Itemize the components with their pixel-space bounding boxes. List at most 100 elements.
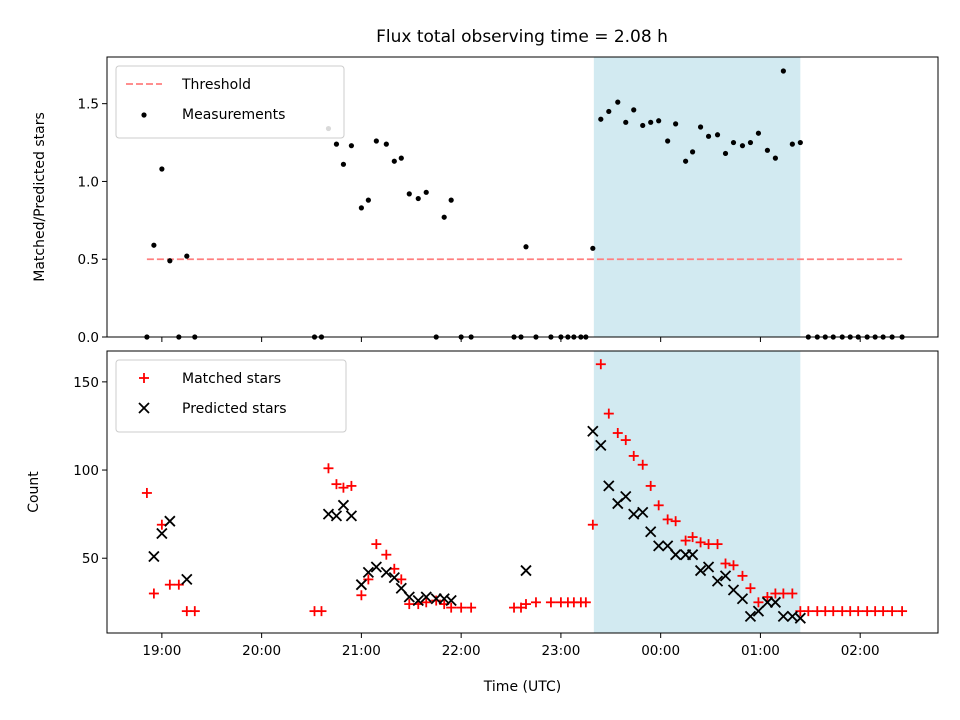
data-point (680, 535, 691, 546)
data-point (640, 122, 646, 129)
y-tick-label: 50 (82, 551, 99, 567)
data-point (803, 606, 814, 617)
legend: Matched stars Predicted stars (115, 359, 347, 433)
axes-frame (106, 56, 939, 338)
data-point (330, 510, 343, 522)
data-point (878, 606, 889, 617)
data-point (683, 158, 689, 164)
chart-title: Flux total observing time = 2.08 h (376, 27, 668, 47)
data-point (189, 606, 200, 617)
data-point (656, 118, 662, 124)
data-point (670, 516, 681, 527)
x-tick-label: 02:00 (841, 643, 880, 659)
data-point (794, 612, 806, 624)
data-point (703, 539, 714, 550)
data-point (728, 560, 739, 571)
data-point (466, 602, 477, 613)
data-point (412, 594, 424, 607)
data-point (612, 428, 623, 439)
legend-marker (141, 112, 147, 118)
data-point (797, 139, 803, 146)
data-point (705, 133, 712, 139)
data-point (362, 566, 375, 578)
y-tick-label: 1.0 (78, 174, 99, 190)
data-point (653, 500, 664, 511)
y-tick-label: 100 (73, 463, 99, 479)
data-point (406, 191, 412, 197)
data-point (828, 606, 839, 617)
data-point (404, 599, 415, 610)
data-point (662, 514, 673, 525)
data-point (753, 597, 764, 608)
data-point (337, 499, 350, 511)
legend-label: Threshold (181, 77, 251, 93)
data-point (752, 605, 765, 617)
data-point (720, 558, 731, 569)
shaded-region (593, 57, 801, 337)
data-point (595, 439, 607, 451)
data-point (456, 602, 467, 613)
top-axes-ratio: 0.0 0.5 1.0 1.5 Matched/Predicted stars Thres… (32, 56, 939, 346)
data-point (648, 119, 654, 125)
x-tick-label: 00:00 (641, 643, 680, 659)
data-point (687, 532, 698, 543)
data-point (606, 108, 612, 115)
series-predicted-stars (148, 425, 806, 624)
x-tick-label: 01:00 (741, 643, 780, 659)
data-point (580, 597, 591, 608)
data-point (356, 590, 367, 601)
data-point (736, 593, 749, 605)
x-tick-label: 20:00 (242, 643, 281, 659)
y-axis-label: Count (26, 471, 42, 513)
data-point (603, 480, 615, 492)
data-point (316, 606, 327, 617)
data-point (148, 588, 159, 599)
series-measurements (144, 68, 905, 340)
data-point (346, 480, 357, 491)
data-point (371, 539, 382, 550)
y-tick-label: 0.0 (78, 330, 99, 346)
data-point (167, 258, 173, 264)
data-point (702, 561, 715, 573)
data-point (603, 408, 614, 419)
data-point (184, 253, 190, 259)
data-point (383, 141, 389, 147)
data-point (665, 138, 671, 144)
data-point (365, 197, 371, 203)
data-point (590, 245, 596, 251)
data-point (695, 537, 706, 548)
data-point (431, 595, 442, 606)
data-point (421, 597, 432, 608)
data-point (164, 515, 176, 527)
data-point (595, 359, 606, 370)
data-point (441, 214, 447, 220)
data-point (373, 138, 379, 144)
data-point (348, 143, 355, 149)
data-point (712, 539, 723, 550)
data-point (333, 141, 340, 147)
data-point (637, 506, 649, 519)
data-point (694, 564, 707, 577)
data-point (739, 143, 746, 149)
y-axis-label: Matched/Predicted stars (32, 112, 48, 282)
data-point (523, 244, 529, 250)
y-tick-label: 1.5 (78, 97, 99, 113)
data-point (587, 425, 599, 437)
data-point (587, 519, 598, 530)
data-point (887, 606, 898, 617)
data-point (745, 583, 756, 594)
data-point (764, 147, 771, 153)
y-tick-label: 150 (73, 375, 99, 391)
data-point (381, 549, 392, 560)
data-point (714, 132, 721, 138)
data-point (769, 596, 782, 608)
data-point (181, 573, 193, 586)
data-point (772, 155, 778, 161)
data-point (423, 189, 429, 195)
data-point (662, 540, 674, 552)
x-tick-label: 19:00 (142, 643, 181, 659)
data-point (761, 596, 774, 608)
legend: Threshold Measurements (115, 65, 345, 139)
legend-box (115, 65, 345, 139)
